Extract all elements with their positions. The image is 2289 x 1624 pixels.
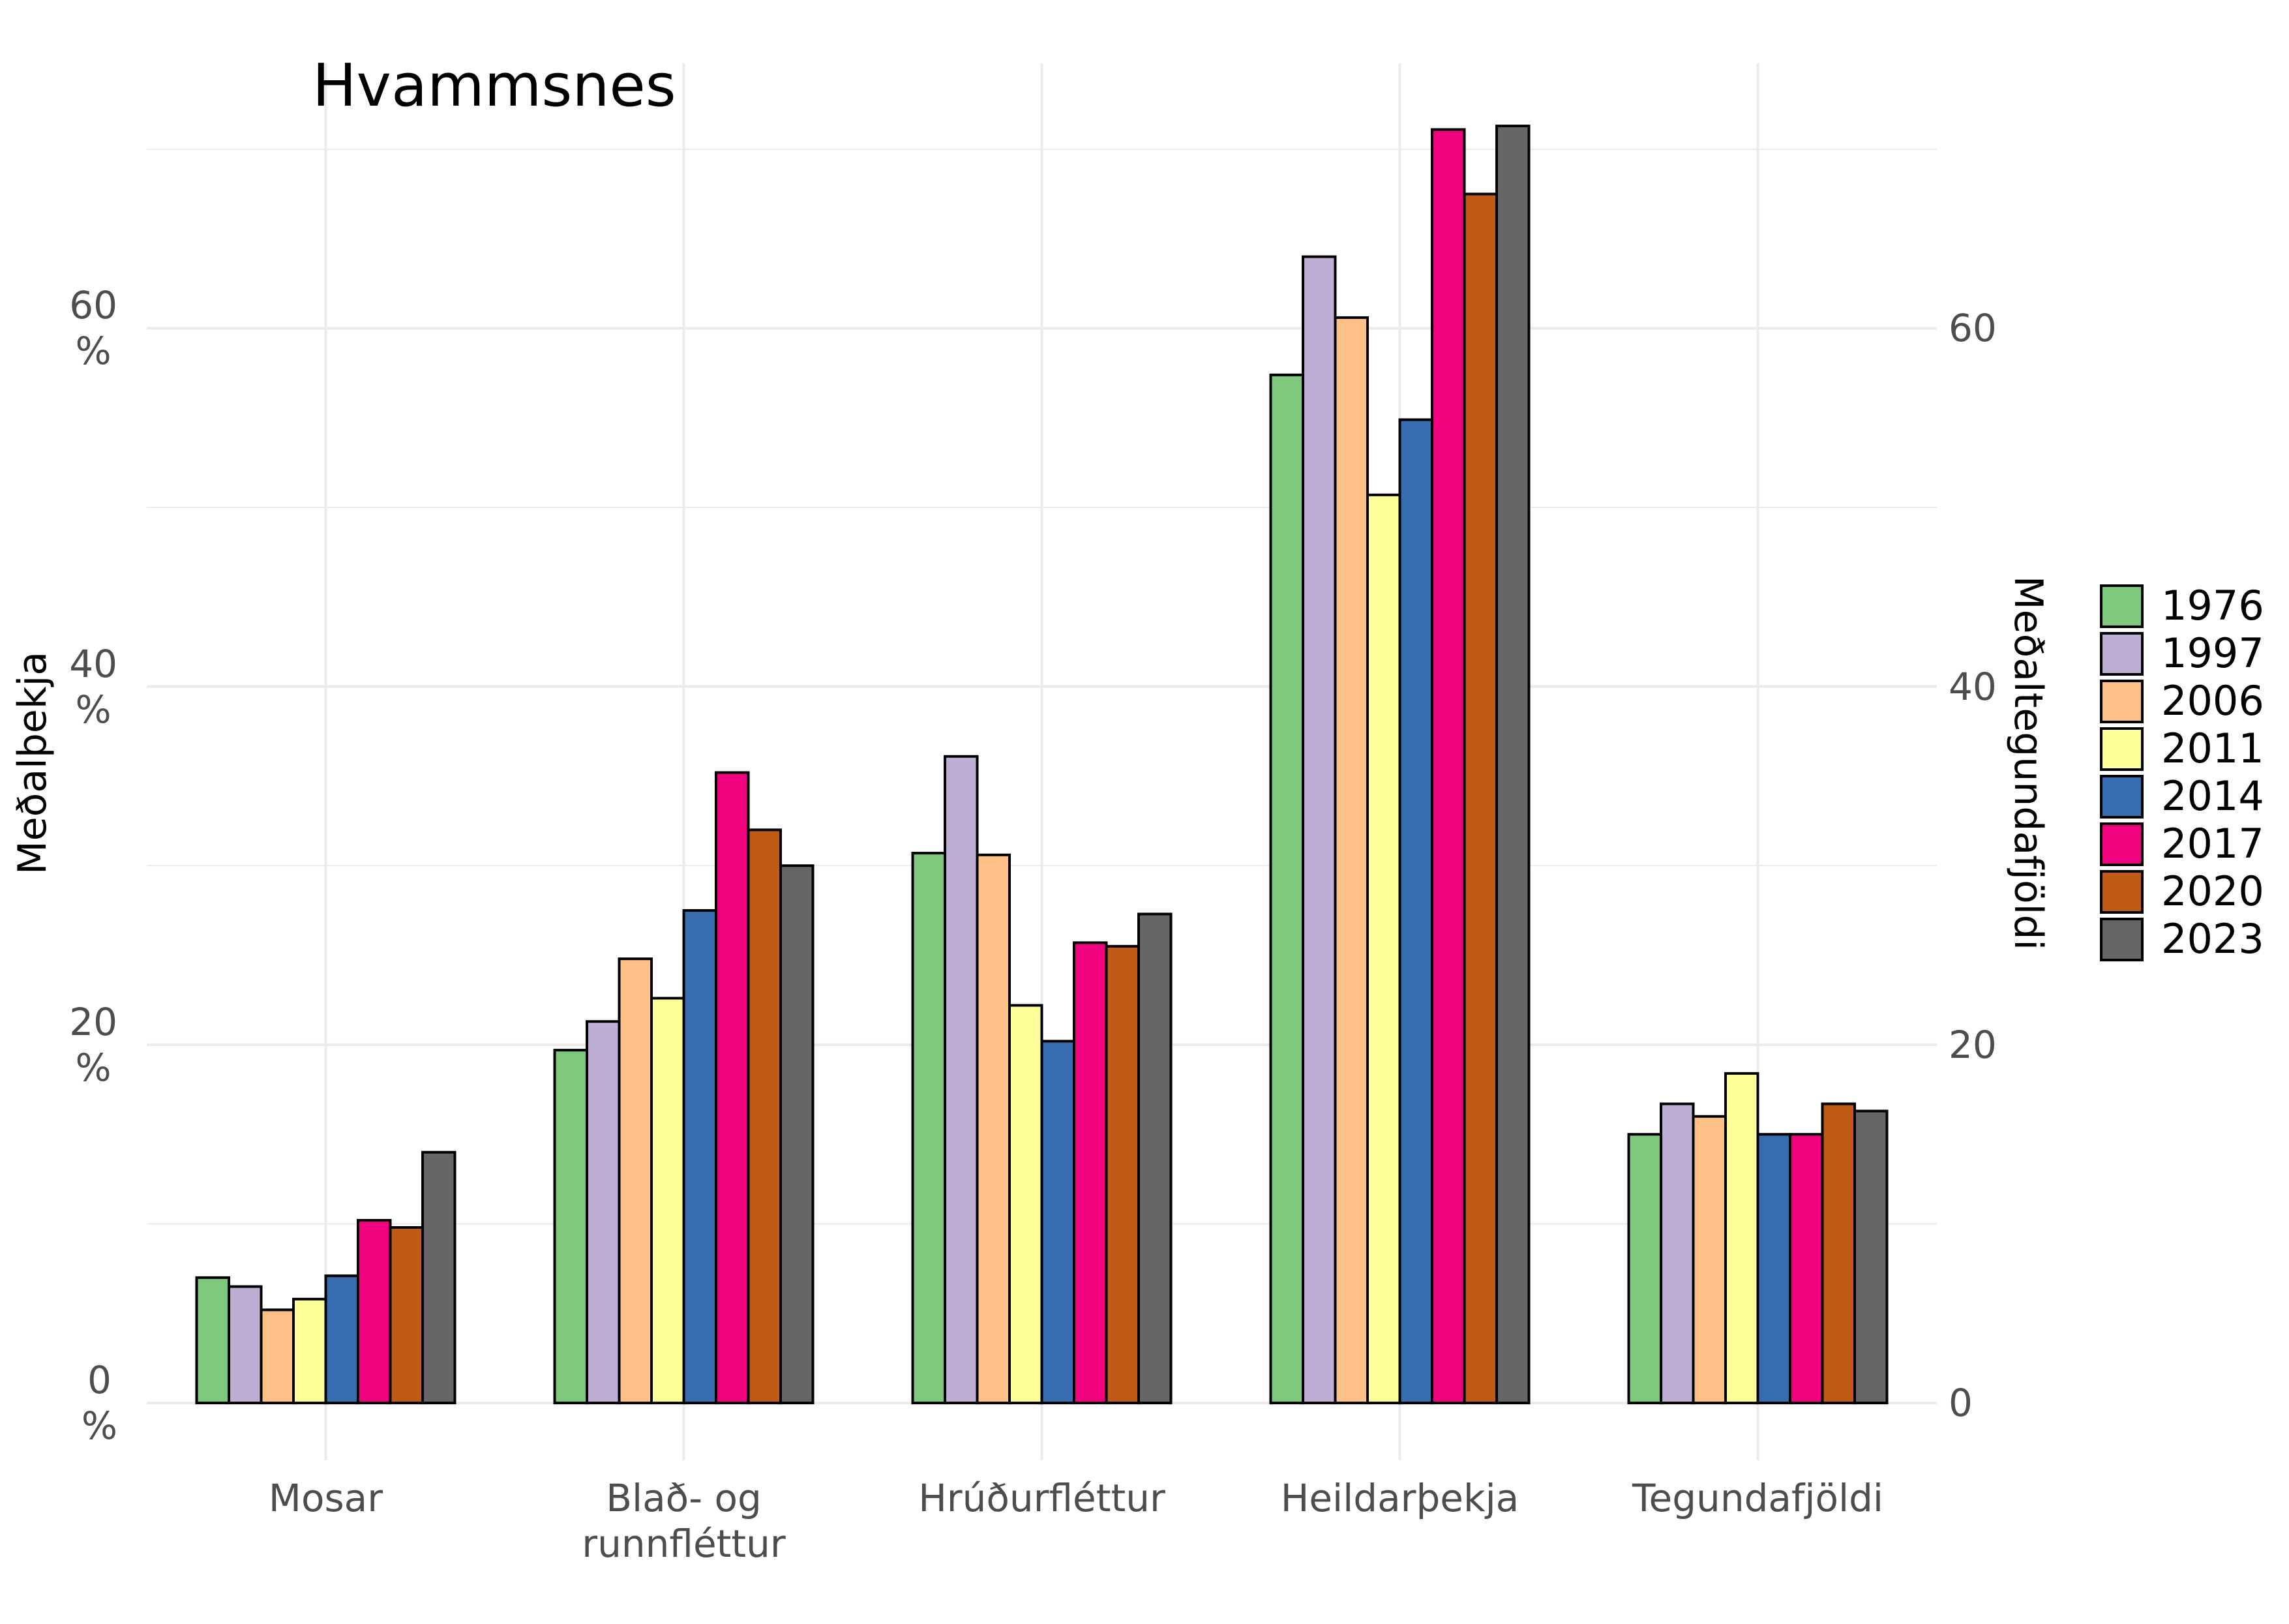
y-axis-title: Meðalþekja xyxy=(10,651,55,875)
legend-label: 2017 xyxy=(2161,820,2264,867)
legend-key xyxy=(2100,680,2144,723)
x-tick-label: Blað- og runnfléttur xyxy=(582,1476,786,1566)
bar xyxy=(292,1297,327,1405)
bar xyxy=(1789,1133,1824,1405)
bar xyxy=(1627,1133,1662,1405)
legend-label: 1976 xyxy=(2161,582,2264,629)
bar xyxy=(421,1150,456,1405)
bar xyxy=(553,1049,588,1405)
legend-label: 2011 xyxy=(2161,725,2264,772)
legend-key xyxy=(2100,584,2144,628)
bar xyxy=(389,1226,424,1405)
y2-axis-title: Meðaltegundafjöldi xyxy=(2005,575,2051,951)
x-tick-label: Hrúðurfléttur xyxy=(918,1476,1165,1520)
bar xyxy=(618,957,653,1405)
bar xyxy=(195,1276,230,1405)
legend-key xyxy=(2100,727,2144,771)
legend-label: 2020 xyxy=(2161,867,2264,915)
legend-key xyxy=(2100,918,2144,961)
bar xyxy=(1724,1072,1759,1405)
bar xyxy=(586,1020,621,1405)
bar xyxy=(976,853,1011,1405)
y-tick-label: 0 % xyxy=(81,1358,117,1449)
y2-tick-label: 20 xyxy=(1949,1022,1997,1067)
bar xyxy=(324,1274,359,1405)
legend-label: 2023 xyxy=(2161,915,2264,963)
legend-key xyxy=(2100,632,2144,676)
bar xyxy=(228,1285,263,1405)
bar xyxy=(1137,912,1173,1405)
bar xyxy=(1269,373,1304,1405)
legend-key xyxy=(2100,870,2144,914)
x-tick-label: Heildarþekja xyxy=(1280,1476,1519,1520)
bar xyxy=(1008,1004,1043,1405)
bar xyxy=(1302,255,1337,1405)
bar xyxy=(1756,1133,1791,1405)
bar xyxy=(650,997,685,1405)
legend-label: 2014 xyxy=(2161,772,2264,820)
bar xyxy=(747,828,782,1405)
bar xyxy=(357,1219,392,1405)
bar xyxy=(1366,493,1401,1405)
x-tick-label: Mosar xyxy=(268,1476,383,1520)
bar xyxy=(944,755,979,1405)
bar xyxy=(1040,1040,1075,1405)
bar xyxy=(1692,1115,1727,1405)
bar xyxy=(1398,418,1433,1405)
x-tick-label: Tegundafjöldi xyxy=(1632,1476,1883,1520)
bar xyxy=(682,909,717,1405)
chart-title: Hvammsnes xyxy=(312,52,676,120)
y2-tick-label: 0 xyxy=(1949,1381,1973,1426)
bar xyxy=(1821,1102,1856,1405)
legend-key xyxy=(2100,775,2144,819)
bar xyxy=(1334,316,1369,1405)
bar xyxy=(1105,944,1140,1405)
bar xyxy=(1431,128,1466,1405)
bar xyxy=(1853,1109,1889,1405)
y-tick-label: 40 % xyxy=(69,641,117,732)
y2-tick-label: 40 xyxy=(1949,664,1997,709)
legend-key xyxy=(2100,822,2144,866)
bar xyxy=(911,852,946,1405)
legend-label: 1997 xyxy=(2161,629,2264,677)
bar xyxy=(715,771,750,1405)
bar xyxy=(779,864,815,1405)
bar xyxy=(1660,1102,1695,1405)
bar xyxy=(1073,941,1108,1405)
bar xyxy=(1495,125,1531,1405)
legend-label: 2006 xyxy=(2161,677,2264,725)
y-tick-label: 60 % xyxy=(69,283,117,374)
bar xyxy=(1463,192,1498,1405)
y2-tick-label: 60 xyxy=(1949,306,1997,351)
y-tick-label: 20 % xyxy=(69,999,117,1090)
bar xyxy=(260,1308,295,1405)
